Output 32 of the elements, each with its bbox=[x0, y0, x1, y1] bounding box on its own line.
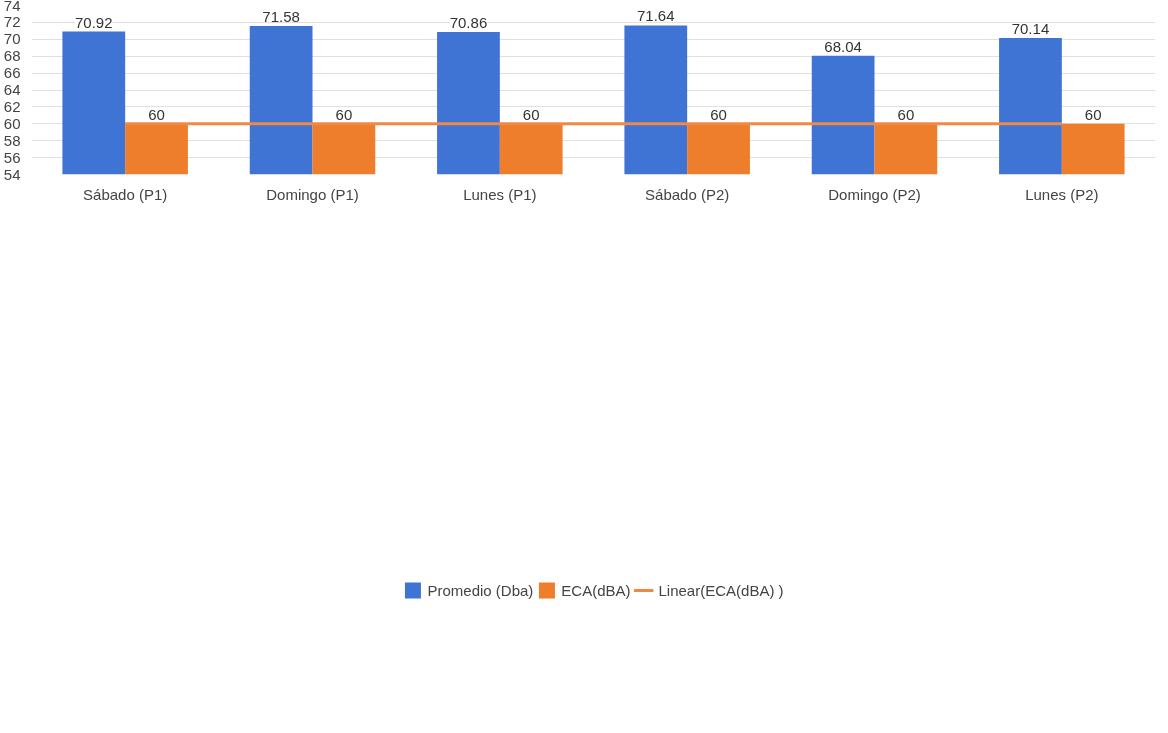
data-label: 60 bbox=[710, 105, 727, 123]
data-label: 70.14 bbox=[1011, 20, 1050, 38]
y-tick-label: 70 bbox=[3, 30, 21, 48]
x-tick-label: Domingo (P2) bbox=[828, 185, 921, 203]
y-tick-label: 66 bbox=[3, 64, 21, 82]
legend-label: Linear(ECA(dBA) ) bbox=[658, 581, 784, 599]
y-tick-label: 54 bbox=[3, 165, 21, 183]
legend-label: Promedio (Dba) bbox=[427, 581, 534, 599]
x-tick-label: Lunes (P2) bbox=[1025, 185, 1099, 203]
data-label: 71.58 bbox=[262, 7, 300, 25]
x-tick-label: Sábado (P2) bbox=[645, 185, 730, 203]
y-tick-label: 64 bbox=[3, 81, 21, 98]
y-tick-label: 58 bbox=[3, 131, 21, 149]
data-label: 60 bbox=[335, 105, 353, 123]
y-tick-label: 60 bbox=[3, 114, 21, 132]
data-label: 68.04 bbox=[824, 37, 862, 55]
data-label: 70.92 bbox=[75, 13, 113, 31]
legend-label: ECA(dBA) bbox=[561, 581, 631, 599]
data-label: 60 bbox=[1084, 105, 1102, 123]
data-label: 60 bbox=[522, 105, 540, 123]
data-label: 71.64 bbox=[637, 7, 675, 25]
y-tick-label: 74 bbox=[3, 0, 21, 14]
data-label: 60 bbox=[897, 105, 915, 123]
x-tick-label: Lunes (P1) bbox=[463, 185, 537, 203]
y-tick-label: 56 bbox=[3, 148, 21, 166]
y-tick-label: 72 bbox=[3, 13, 21, 31]
data-label: 70.86 bbox=[449, 14, 488, 32]
data-label: 60 bbox=[148, 105, 165, 123]
x-tick-label: Domingo (P1) bbox=[266, 185, 359, 203]
x-tick-label: Sábado (P1) bbox=[83, 185, 168, 203]
y-tick-label: 68 bbox=[3, 47, 21, 65]
y-tick-label: 62 bbox=[3, 97, 21, 115]
